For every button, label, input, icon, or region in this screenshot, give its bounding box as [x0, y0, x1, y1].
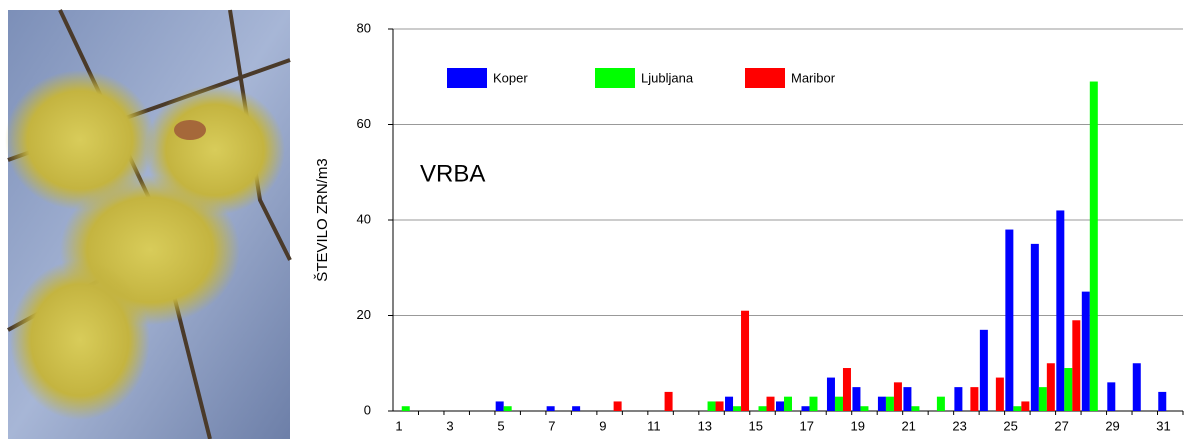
legend-label: Ljubljana	[641, 70, 694, 85]
bar	[1132, 363, 1141, 411]
legend-swatch	[595, 68, 635, 88]
bar	[826, 377, 835, 411]
bar	[546, 406, 555, 411]
y-tick-label: 80	[357, 20, 371, 35]
bar	[979, 329, 988, 411]
bar	[613, 401, 622, 411]
x-tick-label: 25	[1003, 418, 1017, 433]
x-tick-label: 1	[395, 418, 402, 433]
bar	[503, 406, 512, 411]
bar	[954, 387, 963, 411]
bar	[401, 406, 410, 411]
bar	[893, 382, 902, 411]
x-tick-label: 11	[647, 418, 661, 433]
x-tick-label: 27	[1054, 418, 1068, 433]
bar	[1081, 291, 1090, 411]
x-tick-label: 31	[1156, 418, 1170, 433]
bar	[495, 401, 504, 411]
bar	[725, 396, 734, 411]
bar	[741, 310, 750, 411]
bar	[1013, 406, 1022, 411]
bar	[842, 368, 851, 411]
legend-swatch	[447, 68, 487, 88]
bar	[758, 406, 767, 411]
bar	[801, 406, 810, 411]
bar	[911, 406, 920, 411]
bar	[1038, 387, 1047, 411]
bar	[572, 406, 581, 411]
bar	[707, 401, 716, 411]
bar	[936, 396, 945, 411]
bar	[1030, 243, 1039, 411]
bar	[1021, 401, 1030, 411]
bar	[885, 396, 894, 411]
x-tick-label: 17	[800, 418, 814, 433]
x-tick-label: 23	[952, 418, 966, 433]
legend-label: Koper	[493, 70, 528, 85]
bar	[903, 387, 912, 411]
bar	[715, 401, 724, 411]
x-tick-label: 15	[749, 418, 763, 433]
bar	[809, 396, 818, 411]
bar	[1072, 320, 1081, 411]
x-tick-label: 19	[850, 418, 864, 433]
x-tick-label: 7	[548, 418, 555, 433]
x-tick-label: 13	[698, 418, 712, 433]
bar	[877, 396, 886, 411]
legend-label: Maribor	[791, 70, 836, 85]
bar	[664, 391, 673, 411]
bar	[776, 401, 784, 411]
x-tick-label: 21	[901, 418, 915, 433]
y-tick-label: 0	[364, 402, 371, 417]
bar	[784, 396, 792, 411]
annotation: VRBA	[420, 160, 485, 187]
bar	[834, 396, 843, 411]
bar	[1005, 229, 1014, 411]
legend-swatch	[745, 68, 785, 88]
bar	[995, 377, 1004, 411]
bar	[1064, 368, 1073, 411]
photo	[5, 9, 292, 440]
bar	[733, 406, 742, 411]
bar	[1056, 210, 1065, 411]
bar	[852, 387, 861, 411]
bar	[970, 387, 979, 411]
y-axis-label: ŠTEVILO ZRN/m3	[314, 158, 331, 281]
bar	[766, 396, 775, 411]
x-tick-label: 9	[599, 418, 606, 433]
x-tick-label: 29	[1105, 418, 1119, 433]
bar	[1107, 382, 1116, 411]
x-tick-label: 5	[497, 418, 504, 433]
bar	[1046, 363, 1055, 411]
y-tick-label: 20	[357, 307, 371, 322]
bar	[1158, 391, 1167, 411]
bar	[1089, 81, 1098, 412]
y-tick-label: 40	[357, 211, 371, 226]
bar	[860, 406, 869, 411]
y-tick-label: 60	[357, 116, 371, 131]
x-tick-label: 3	[446, 418, 453, 433]
